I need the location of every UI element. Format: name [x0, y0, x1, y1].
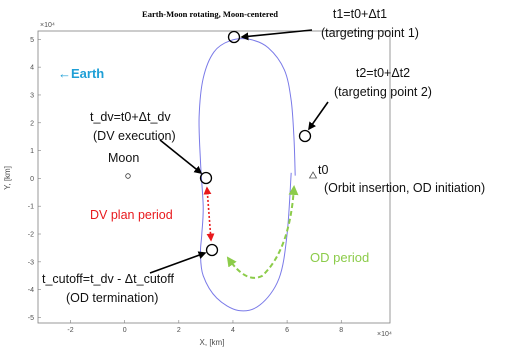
y-tick-label: 2 — [30, 120, 34, 127]
tcutoff-label-line1: t_cutoff=t_dv - Δt_cutoff — [42, 272, 174, 286]
y-tick-label: 0 — [30, 176, 34, 183]
t0-marker — [308, 171, 318, 179]
t2-arrow — [308, 101, 329, 131]
plot-area — [37, 30, 391, 324]
x-axis-label: X, [km] — [200, 338, 225, 347]
tcutoff-marker — [205, 243, 219, 257]
tcutoff-label-line2: (OD termination) — [66, 291, 158, 305]
tdv-label-line1: t_dv=t0+Δt_dv — [90, 110, 171, 124]
t2-marker — [298, 129, 312, 143]
dv-plan-arrow — [203, 186, 215, 242]
y-tick-label: -3 — [28, 259, 34, 266]
dv-plan-label: DV plan period — [90, 208, 173, 222]
moon-label: Moon — [108, 151, 139, 165]
tdv-marker — [199, 171, 213, 185]
y-tick-label: 3 — [30, 92, 34, 99]
y-axis-ticks: 5 4 3 2 1 0 -1 -2 -3 -4 -5 — [28, 37, 41, 322]
x-tick-label: -2 — [67, 327, 73, 334]
t1-label-line2: (targeting point 1) — [321, 26, 419, 40]
earth-label: ←Earth — [58, 66, 104, 81]
y-tick-label: -1 — [28, 204, 34, 211]
y-multiplier-label: ×10⁴ — [40, 22, 55, 29]
moon-marker — [125, 173, 131, 179]
chart-title: Earth-Moon rotating, Moon-centered — [142, 9, 278, 19]
x-tick-label: 8 — [339, 327, 343, 334]
x-tick-label: 0 — [123, 327, 127, 334]
y-tick-label: -4 — [28, 287, 34, 294]
t1-label-line1: t1=t0+Δt1 — [333, 7, 387, 21]
y-axis-label: Y, [km] — [3, 166, 12, 190]
x-tick-label: 2 — [177, 327, 181, 334]
t1-arrow — [240, 29, 313, 41]
x-axis-ticks: -2 0 2 4 6 8 — [67, 320, 343, 334]
od-period-arrow — [226, 185, 299, 279]
t2-label-line2: (targeting point 2) — [334, 85, 432, 99]
tdv-arrow — [159, 139, 203, 175]
od-period-label: OD period — [310, 250, 369, 265]
t1-marker — [227, 30, 241, 44]
trajectory-line — [198, 38, 296, 312]
x-tick-label: 4 — [231, 327, 235, 334]
t0-label-line2: (Orbit insertion, OD initiation) — [324, 181, 485, 195]
x-tick-label: 6 — [285, 327, 289, 334]
y-tick-label: 1 — [30, 148, 34, 155]
x-multiplier-label: ×10⁴ — [377, 331, 392, 338]
tdv-label-line2: (DV execution) — [93, 129, 176, 143]
y-tick-label: -2 — [28, 232, 34, 239]
y-tick-label: -5 — [28, 315, 34, 322]
t2-label-line1: t2=t0+Δt2 — [356, 66, 410, 80]
t0-label-line1: t0 — [318, 163, 328, 177]
y-tick-label: 4 — [30, 65, 34, 72]
y-tick-label: 5 — [30, 37, 34, 44]
tcutoff-arrow — [149, 251, 207, 274]
